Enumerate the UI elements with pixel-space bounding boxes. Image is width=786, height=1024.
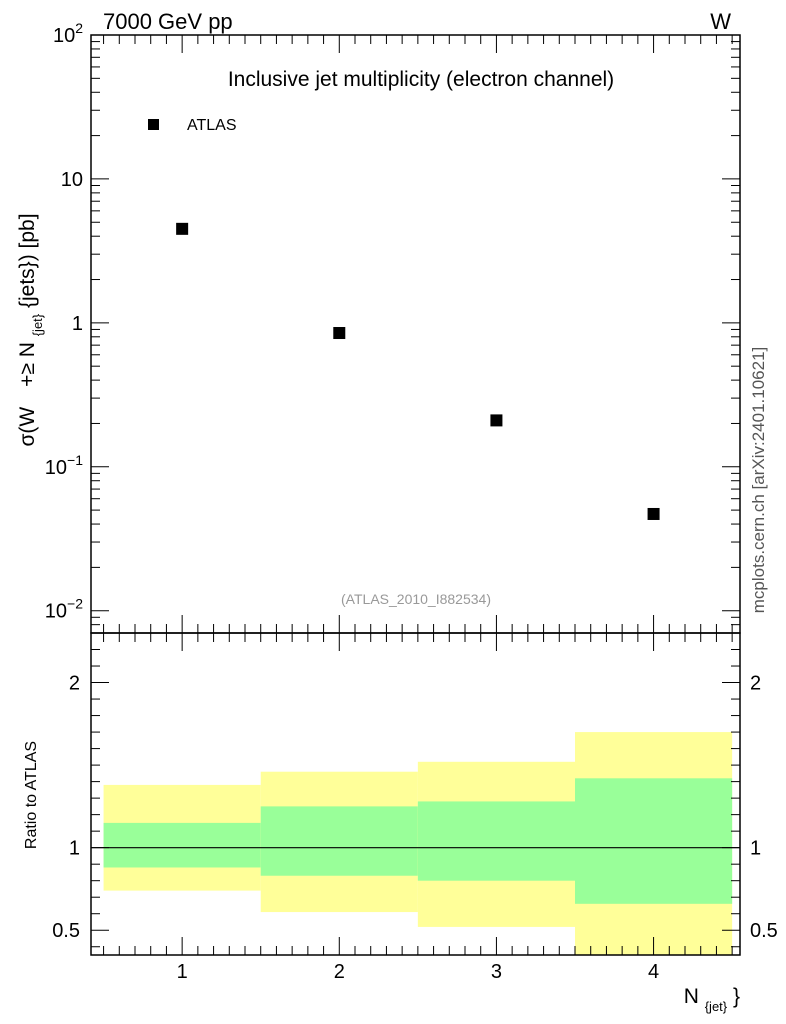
svg-text:σ(W +≥ N {jet}: σ(W +≥ N {jet} {jets}) [pb] xyxy=(16,213,47,446)
ratio-y-tick-label: 1 xyxy=(69,838,80,860)
main-y-ticks: 102 10 1 10−1 10−2 xyxy=(45,20,740,634)
y-tick-label: 1 xyxy=(72,313,83,335)
main-plot-panel: Inclusive jet multiplicity (electron cha… xyxy=(45,20,741,634)
data-point xyxy=(647,507,660,520)
x-tick-label: 1 xyxy=(177,961,188,983)
chart-title: Inclusive jet multiplicity (electron cha… xyxy=(228,68,614,91)
main-y-axis-label: σ(W +≥ N {jet} {jets}) [pb] xyxy=(16,213,47,446)
x-label-tail: } xyxy=(733,985,740,1008)
y-tick-label: 102 xyxy=(53,20,83,47)
y-label-sub: {jet} xyxy=(30,313,45,336)
ratio-x-ticks: 1 2 3 4 xyxy=(103,633,733,983)
y-label-sigma: σ(W xyxy=(16,407,39,447)
x-label-main: N xyxy=(684,985,699,1008)
ratio-y-tick-label-right: 1 xyxy=(750,838,761,860)
x-axis-label: N {jet} } xyxy=(684,985,740,1016)
y-tick-label: 10−2 xyxy=(45,596,83,623)
ratio-y-axis-label: Ratio to ATLAS xyxy=(23,741,40,849)
ratio-frame xyxy=(90,632,741,956)
uncertainty-band-green xyxy=(103,822,261,868)
y-label-geq: +≥ N xyxy=(16,342,39,387)
ratio-y-tick-label-right: 0.5 xyxy=(750,920,778,942)
energy-label: 7000 GeV pp xyxy=(103,9,233,34)
analysis-id: (ATLAS_2010_I882534) xyxy=(341,591,491,607)
uncertainty-band-green xyxy=(260,806,418,876)
x-tick-label: 4 xyxy=(648,961,659,983)
data-points xyxy=(176,222,660,520)
ratio-y-tick-label: 0.5 xyxy=(52,920,80,942)
y-label-tail: {jets}) [pb] xyxy=(16,213,39,308)
ratio-plot-panel: 0.5 0.5 1 1 2 2 1 2 3 4 xyxy=(52,632,778,983)
uncertainty-band-green xyxy=(575,778,733,904)
legend: ATLAS xyxy=(148,117,237,134)
process-label: W xyxy=(710,9,731,34)
y-tick-label: 10 xyxy=(61,169,83,191)
x-tick-label: 3 xyxy=(491,961,502,983)
x-tick-label: 2 xyxy=(334,961,345,983)
data-point xyxy=(333,327,346,340)
uncertainty-band-green xyxy=(417,801,575,881)
ratio-bands xyxy=(103,732,733,955)
main-x-ticks xyxy=(103,35,733,633)
data-point xyxy=(176,222,189,235)
y-tick-label: 10−1 xyxy=(45,452,83,479)
legend-label: ATLAS xyxy=(187,117,237,134)
ratio-y-ticks: 0.5 0.5 1 1 2 2 xyxy=(52,632,778,948)
x-label-sub: {jet} xyxy=(705,999,728,1014)
source-label: mcplots.cern.ch [arXiv:2401.10621] xyxy=(749,347,768,613)
legend-marker xyxy=(148,119,159,130)
ratio-y-tick-label: 2 xyxy=(69,673,80,695)
data-point xyxy=(490,414,503,427)
ratio-y-tick-label-right: 2 xyxy=(750,673,761,695)
